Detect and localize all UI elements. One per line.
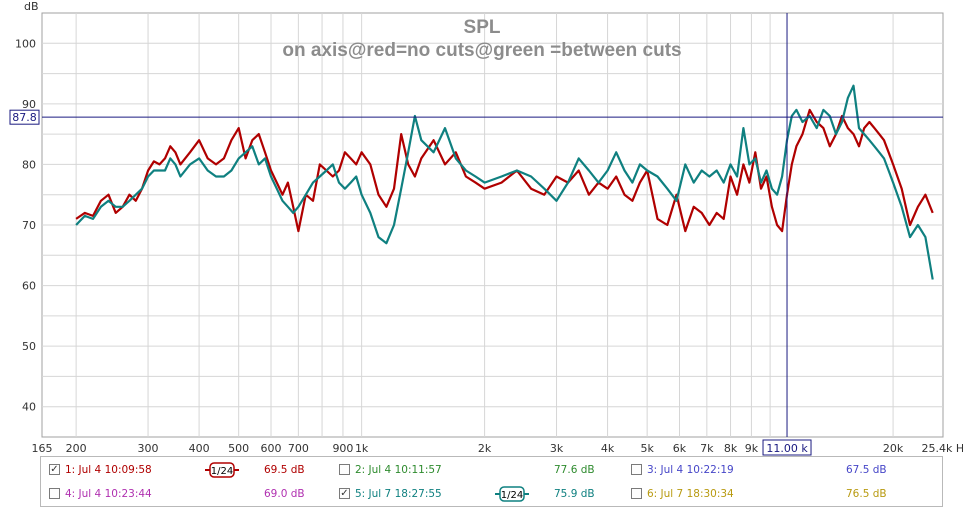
smoothing-icon-5[interactable]: 1/24: [495, 484, 529, 504]
legend-label-5: 5: Jul 7 18:27:55: [355, 488, 442, 500]
legend-row-1: ✓ 1: Jul 4 10:09:58 1/24 69.5 dB 2: Jul …: [41, 459, 942, 481]
y-tick-label: 90: [22, 98, 36, 111]
y-tick-label: 60: [22, 280, 36, 293]
legend-value-5: 75.9 dB: [554, 488, 595, 500]
cursor-y-readout: 87.8: [12, 111, 37, 124]
x-tick-label: 900: [332, 442, 353, 455]
x-tick-label: 165: [32, 442, 53, 455]
series-line-5: [75, 84, 934, 280]
x-tick-label: 400: [189, 442, 210, 455]
x-tick-label: 600: [261, 442, 282, 455]
legend-label-2: 2: Jul 4 10:11:57: [355, 464, 442, 476]
cursor-x-readout: 11.00 k: [766, 442, 808, 455]
legend-label-6: 6: Jul 7 18:30:34: [647, 488, 734, 500]
x-tick-label: 7k: [700, 442, 714, 455]
x-tick-label: 20k: [883, 442, 904, 455]
chart-title: SPL: [464, 17, 501, 38]
legend-value-2: 77.6 dB: [554, 464, 595, 476]
x-tick-label: 300: [138, 442, 159, 455]
legend-value-4: 69.0 dB: [264, 488, 305, 500]
x-tick-label: 200: [66, 442, 87, 455]
grid: [41, 12, 944, 438]
chart-subtitle: on axis@red=no cuts@green =between cuts: [282, 40, 681, 61]
x-tick-label: 2k: [478, 442, 492, 455]
x-tick-label: 6k: [673, 442, 687, 455]
legend-checkbox-4[interactable]: [49, 488, 60, 499]
y-tick-label: 100: [15, 37, 36, 50]
legend-checkbox-3[interactable]: [631, 464, 642, 475]
smoothing-icon-1[interactable]: 1/24: [205, 460, 239, 480]
spl-chart: 87.8 11.00 k 40 50 60 70 80 90 100 165 200 300 400 5…: [9, 0, 963, 456]
cursor-y-box: [9, 109, 40, 125]
x-tick-label: 4k: [601, 442, 615, 455]
legend-panel: ✓ 1: Jul 4 10:09:58 1/24 69.5 dB 2: Jul …: [40, 456, 943, 507]
legend-checkbox-6[interactable]: [631, 488, 642, 499]
series-line-1: [75, 108, 934, 233]
smoothing-label-1: 1/24: [211, 466, 233, 477]
x-tick-label: 500: [228, 442, 249, 455]
x-tick-label: 3k: [550, 442, 564, 455]
curves: [75, 84, 934, 280]
x-tick-label: 9k: [745, 442, 759, 455]
legend-value-1: 69.5 dB: [264, 464, 305, 476]
y-tick-label: 80: [22, 158, 36, 171]
legend-checkbox-1[interactable]: ✓: [49, 464, 60, 475]
legend-label-3: 3: Jul 4 10:22:19: [647, 464, 734, 476]
y-tick-label: 40: [22, 401, 36, 414]
x-tick-label: 25.4k Hz: [921, 442, 963, 455]
x-tick-label: 700: [288, 442, 309, 455]
y-axis-label: dB: [24, 0, 39, 13]
legend-label-1: 1: Jul 4 10:09:58: [65, 464, 152, 476]
y-tick-label: 70: [22, 219, 36, 232]
legend-checkbox-2[interactable]: [339, 464, 350, 475]
legend-label-4: 4: Jul 4 10:23:44: [65, 488, 152, 500]
x-tick-label: 1k: [355, 442, 369, 455]
legend-value-3: 67.5 dB: [846, 464, 887, 476]
y-tick-label: 50: [22, 340, 36, 353]
smoothing-label-5: 1/24: [501, 490, 523, 501]
x-tick-label: 5k: [640, 442, 654, 455]
legend-value-6: 76.5 dB: [846, 488, 887, 500]
x-tick-label: 8k: [724, 442, 738, 455]
cursor-x-box: [762, 439, 812, 456]
legend-row-2: 4: Jul 4 10:23:44 69.0 dB ✓ 5: Jul 7 18:…: [41, 483, 942, 505]
legend-checkbox-5[interactable]: ✓: [339, 488, 350, 499]
cursor: 87.8 11.00 k: [9, 13, 943, 456]
